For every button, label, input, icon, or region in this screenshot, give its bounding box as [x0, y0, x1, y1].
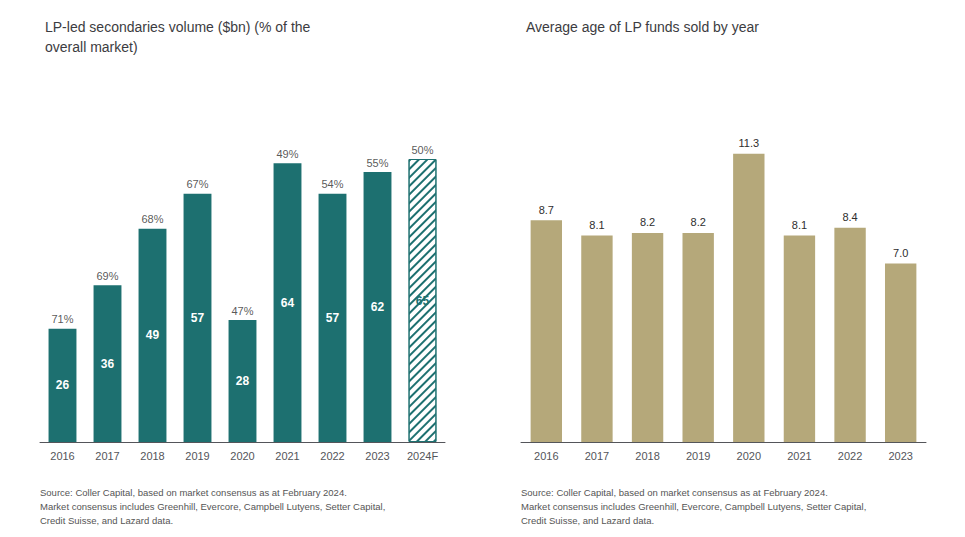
svg-text:2018: 2018: [140, 450, 164, 462]
svg-text:11.3: 11.3: [739, 137, 760, 149]
svg-text:2020: 2020: [737, 450, 761, 462]
svg-text:2017: 2017: [95, 450, 119, 462]
svg-text:Credit Suisse, and Lazard data: Credit Suisse, and Lazard data.: [40, 515, 173, 526]
svg-text:2022: 2022: [320, 450, 344, 462]
svg-text:Source: Coller Capital, based: Source: Coller Capital, based on market …: [521, 487, 828, 498]
svg-text:8.4: 8.4: [842, 211, 857, 223]
svg-text:Average age of LP funds sold b: Average age of LP funds sold by year: [526, 19, 759, 35]
svg-text:2022: 2022: [838, 450, 862, 462]
svg-text:65: 65: [416, 294, 430, 308]
svg-text:8.2: 8.2: [691, 216, 706, 228]
svg-text:8.1: 8.1: [792, 219, 807, 231]
svg-text:62: 62: [371, 300, 385, 314]
svg-text:71%: 71%: [51, 313, 73, 325]
svg-text:8.2: 8.2: [640, 216, 655, 228]
svg-text:8.7: 8.7: [539, 204, 554, 216]
svg-text:68%: 68%: [141, 213, 163, 225]
svg-text:49%: 49%: [276, 148, 298, 160]
svg-text:LP-led secondaries volume ($bn: LP-led secondaries volume ($bn) (% of th…: [45, 19, 311, 35]
svg-text:2016: 2016: [50, 450, 74, 462]
svg-text:28: 28: [236, 374, 250, 388]
svg-text:2023: 2023: [365, 450, 389, 462]
svg-text:55%: 55%: [366, 157, 388, 169]
svg-text:Credit Suisse, and Lazard data: Credit Suisse, and Lazard data.: [521, 515, 654, 526]
svg-text:54%: 54%: [321, 178, 343, 190]
svg-text:69%: 69%: [96, 270, 118, 282]
svg-text:Source: Coller Capital, based: Source: Coller Capital, based on market …: [40, 487, 347, 498]
svg-text:Market consensus includes Gree: Market consensus includes Greenhill, Eve…: [521, 501, 866, 512]
svg-text:2019: 2019: [185, 450, 209, 462]
svg-text:2024F: 2024F: [407, 450, 438, 462]
svg-text:8.1: 8.1: [589, 219, 604, 231]
svg-text:26: 26: [56, 378, 70, 392]
svg-text:7.0: 7.0: [893, 247, 908, 259]
svg-text:67%: 67%: [186, 178, 208, 190]
svg-text:57: 57: [326, 311, 340, 325]
svg-text:64: 64: [281, 296, 295, 310]
svg-text:36: 36: [101, 357, 115, 371]
svg-text:49: 49: [146, 328, 160, 342]
svg-text:2020: 2020: [230, 450, 254, 462]
svg-text:2019: 2019: [686, 450, 710, 462]
svg-text:47%: 47%: [231, 305, 253, 317]
svg-text:50%: 50%: [411, 144, 433, 156]
svg-text:57: 57: [191, 311, 205, 325]
svg-text:2016: 2016: [534, 450, 558, 462]
svg-text:2023: 2023: [888, 450, 912, 462]
svg-text:Market consensus includes Gree: Market consensus includes Greenhill, Eve…: [40, 501, 385, 512]
svg-text:2017: 2017: [585, 450, 609, 462]
svg-text:overall market): overall market): [45, 39, 138, 55]
svg-text:2021: 2021: [787, 450, 811, 462]
svg-text:2021: 2021: [275, 450, 299, 462]
svg-text:2018: 2018: [635, 450, 659, 462]
